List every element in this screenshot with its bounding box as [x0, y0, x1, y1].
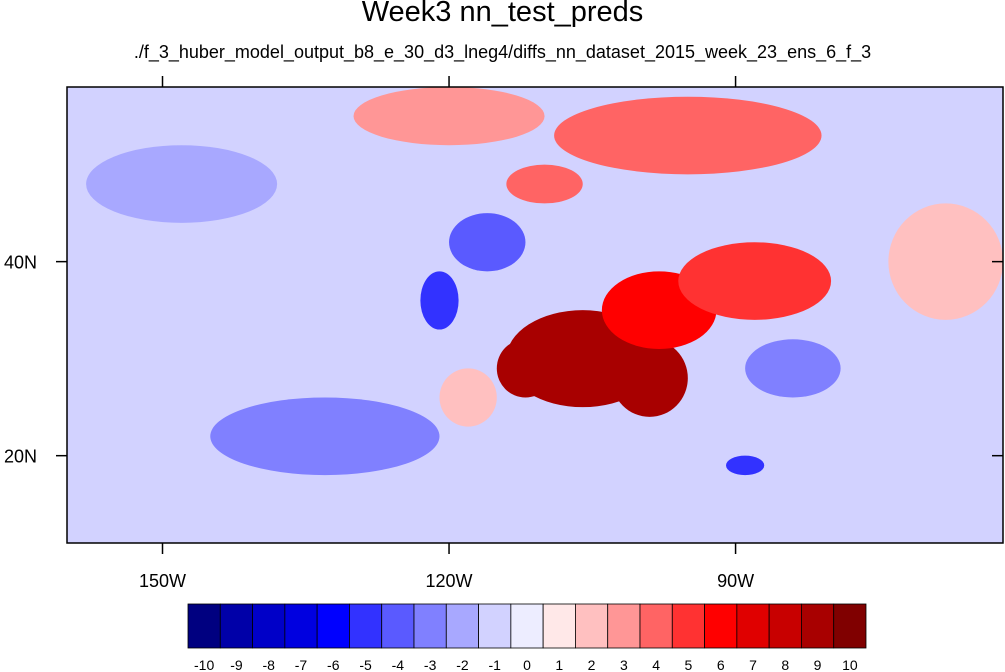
colorbar-swatch	[768, 603, 802, 649]
region-nw-canada	[353, 87, 545, 146]
colorbar-swatch	[284, 603, 318, 649]
region-central-canada	[554, 96, 822, 175]
colorbar-swatch	[542, 603, 576, 649]
colorbar-swatch	[575, 603, 609, 649]
colorbar-label: -6	[327, 657, 340, 672]
anomaly-field	[67, 87, 1003, 543]
colorbar-label: 9	[814, 657, 822, 672]
colorbar-label: -3	[424, 657, 437, 672]
chart-subtitle: ./f_3_huber_model_output_b8_e_30_d3_lneg…	[133, 42, 872, 62]
colorbar-swatch	[607, 603, 641, 649]
colorbar-swatch	[349, 603, 383, 649]
colorbar-label: -2	[456, 657, 469, 672]
colorbar-swatch	[736, 603, 770, 649]
region-southeast-us	[745, 339, 841, 398]
colorbar-label: 7	[749, 657, 757, 672]
y-tick-label: 40N	[4, 253, 37, 273]
colorbar: -10 -9 -8 -7 -6 -5 -4 -3 -2 -1 0 1 2 3 4 5 6 7 8 9 10	[187, 603, 867, 672]
colorbar-swatch	[801, 603, 835, 649]
colorbar-swatch	[316, 603, 350, 649]
colorbar-label: -7	[295, 657, 308, 672]
region-caribbean-dots	[726, 455, 765, 476]
colorbar-swatch	[187, 603, 221, 649]
colorbar-label: 1	[555, 657, 563, 672]
x-tick-label: 150W	[139, 571, 186, 591]
region-ohio-valley	[678, 242, 832, 320]
colorbar-swatch	[219, 603, 253, 649]
region-gulf-of-california	[496, 339, 555, 398]
region-east-pacific-south	[210, 397, 440, 476]
colorbar-label: 2	[588, 657, 596, 672]
colorbar-swatch	[478, 603, 512, 649]
colorbar-swatch	[413, 603, 447, 649]
colorbar-label: -5	[359, 657, 372, 672]
x-tick-label: 90W	[717, 571, 754, 591]
colorbar-swatch	[510, 603, 544, 649]
region-texas	[611, 339, 688, 417]
colorbar-swatch	[445, 603, 479, 649]
region-california-coast	[420, 271, 459, 330]
colorbar-label: -10	[194, 657, 214, 672]
y-tick-label: 20N	[4, 447, 37, 467]
colorbar-swatch	[639, 603, 673, 649]
axis-ticks: 150W 120W 90W 40N 20N	[4, 76, 1003, 591]
region-atlantic-east	[888, 203, 1003, 320]
colorbar-label: 10	[842, 657, 858, 672]
colorbar-swatch	[833, 603, 867, 649]
chart-title: Week3 nn_test_preds	[361, 0, 644, 28]
colorbar-label: 3	[620, 657, 628, 672]
colorbar-label: -8	[262, 657, 275, 672]
colorbar-swatch	[704, 603, 738, 649]
colorbar-label: 8	[781, 657, 789, 672]
colorbar-label: -4	[392, 657, 405, 672]
region-north-pacific	[86, 145, 278, 223]
x-tick-label: 120W	[426, 571, 473, 591]
colorbar-label: 6	[717, 657, 725, 672]
region-northern-rockies	[506, 164, 583, 204]
colorbar-label: -1	[488, 657, 501, 672]
colorbar-swatch	[381, 603, 415, 649]
colorbar-label: 4	[652, 657, 660, 672]
map-frame	[66, 86, 1004, 544]
colorbar-label: 5	[685, 657, 693, 672]
region-baja-offshore	[439, 368, 497, 427]
colorbar-swatch	[671, 603, 705, 649]
colorbar-label: -9	[230, 657, 243, 672]
colorbar-swatch	[252, 603, 286, 649]
colorbar-label: 0	[523, 657, 531, 672]
region-great-basin	[449, 213, 526, 272]
